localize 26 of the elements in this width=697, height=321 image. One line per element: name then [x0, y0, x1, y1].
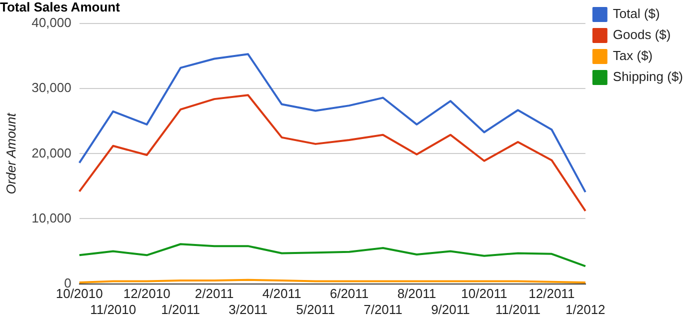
x-tick-label: 3/2011: [228, 302, 268, 317]
x-tick-label: 11/2010: [90, 302, 136, 317]
legend-label: Tax ($): [612, 48, 653, 64]
y-tick-label: 20,000: [32, 145, 72, 160]
x-tick-label: 1/2012: [566, 302, 606, 317]
x-tick-label: 12/2011: [528, 286, 575, 302]
x-tick-label: 9/2011: [431, 302, 470, 317]
chart-title: Total Sales Amount: [0, 0, 121, 14]
legend-label: Goods ($): [612, 27, 671, 42]
x-tick-label: 2/2011: [194, 286, 234, 302]
x-tick-label: 1/2011: [161, 302, 200, 317]
x-tick-label: 5/2011: [296, 302, 335, 317]
legend-label: Shipping ($): [612, 69, 684, 84]
x-tick-label: 10/2011: [461, 286, 508, 302]
y-tick-label: 10,000: [32, 210, 72, 226]
y-tick-label: 40,000: [32, 15, 72, 30]
y-tick-label: 30,000: [32, 80, 72, 96]
x-tick-label: 7/2011: [364, 302, 402, 317]
y-axis-title: Order Amount: [3, 112, 18, 194]
legend-label: Total ($): [612, 6, 660, 22]
x-tick-label: 4/2011: [262, 286, 302, 302]
x-tick-label: 8/2011: [397, 286, 436, 302]
x-tick-label: 11/2011: [495, 302, 540, 317]
x-tick-label: 10/2010: [56, 286, 103, 302]
x-tick-label: 12/2010: [123, 286, 170, 302]
x-tick-label: 6/2011: [330, 286, 369, 302]
